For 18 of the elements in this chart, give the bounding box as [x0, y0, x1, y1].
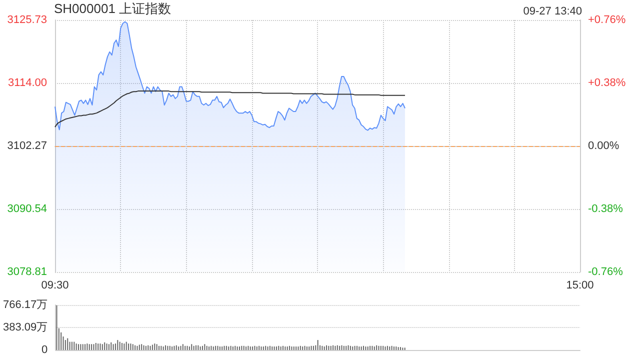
y-tick-label: 766.17万 [2, 299, 48, 311]
y-tick-label: 0 [42, 344, 48, 356]
x-tick-label: 09:30 [41, 280, 69, 292]
y-tick-label: 3114.00 [8, 77, 47, 89]
y2-tick-label: +0.76% [588, 14, 626, 26]
y-tick-label: 3090.54 [7, 203, 47, 215]
y2-tick-label: -0.76% [588, 266, 624, 278]
x-tick-label: 15:00 [566, 280, 594, 292]
y-tick-label: 383.09万 [2, 322, 48, 334]
y2-tick-label: +0.38% [588, 77, 626, 89]
line-series [54, 90, 406, 128]
y-tick-label: 3102.27 [7, 140, 47, 152]
chart-title: SH000001 上证指数 [54, 1, 172, 16]
text: 09-27 13:40 [523, 6, 582, 18]
y2-tick-label: -0.38% [588, 203, 624, 215]
y2-tick-label: 0.00% [588, 140, 620, 152]
y-tick-label: 3078.81 [7, 266, 47, 278]
y-tick-label: 3125.73 [7, 14, 47, 26]
